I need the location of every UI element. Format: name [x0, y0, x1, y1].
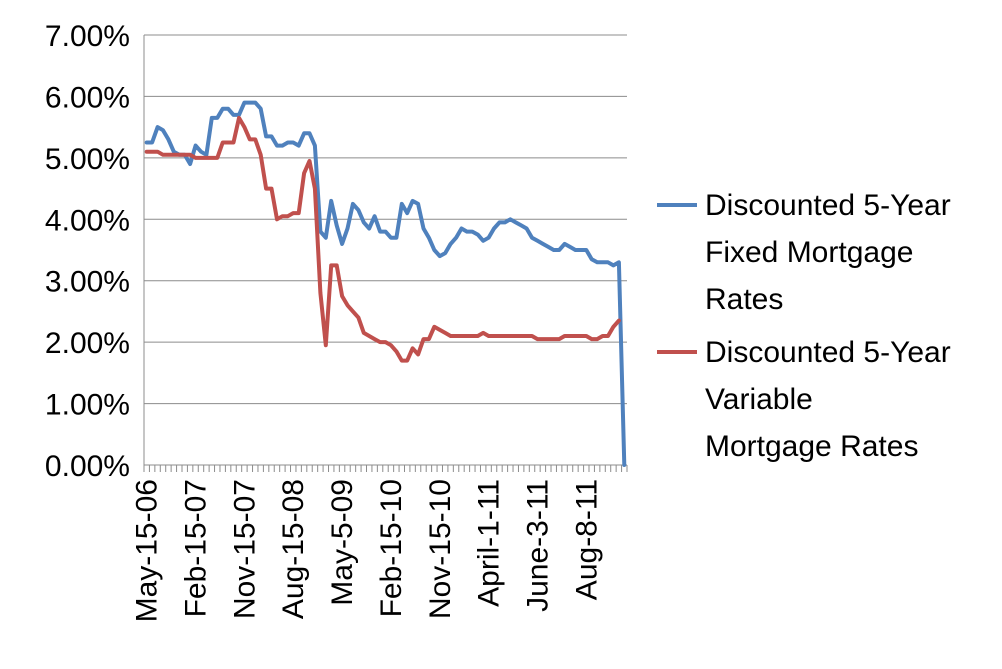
- gridlines: [144, 34, 627, 405]
- y-tick-label: 6.00%: [45, 81, 130, 114]
- y-tick-label: 1.00%: [45, 389, 130, 422]
- x-tick-label: Aug-8-11: [570, 479, 603, 600]
- series-lines: [144, 100, 627, 467]
- x-tick-label: Nov-15-07: [228, 479, 261, 619]
- x-tick-label: Feb-15-10: [375, 479, 408, 617]
- x-axis: May-15-06 Feb-15-07 Nov-15-07 Aug-15-08 May-…: [131, 35, 628, 622]
- x-tick-label: Nov-15-10: [424, 479, 457, 619]
- x-tick-label: Feb-15-07: [180, 479, 213, 617]
- legend: Discounted 5-Year Fixed Mortgage Rates Disc…: [657, 189, 951, 463]
- legend-label: Discounted 5-Year Fixed Mortgage Rates: [705, 189, 951, 316]
- series-line-fixed: [144, 100, 627, 467]
- legend-entry: Discounted 5-Year Variable Mortgage Rates: [657, 336, 951, 463]
- y-tick-label: 3.00%: [45, 266, 130, 299]
- y-tick-label: 4.00%: [45, 204, 130, 237]
- legend-label: Discounted 5-Year Variable Mortgage Rates: [705, 336, 951, 463]
- x-tick-label: May-5-09: [326, 479, 359, 606]
- y-tick-label: 7.00%: [45, 20, 130, 53]
- x-tick-label: May-15-06: [131, 479, 164, 622]
- legend-entry: Discounted 5-Year Fixed Mortgage Rates: [657, 189, 951, 316]
- y-axis-tick-labels: 0.00% 1.00% 2.00% 3.00% 4.00% 5.00% 6.00% 7.00%: [45, 20, 130, 483]
- x-tick-label: April-1-11: [473, 479, 506, 607]
- y-tick-label: 0.00%: [45, 450, 130, 483]
- x-tick-label: June-3-11: [521, 479, 554, 612]
- y-tick-label: 5.00%: [45, 143, 130, 176]
- x-tick-label: Aug-15-08: [277, 479, 310, 619]
- y-tick-label: 2.00%: [45, 327, 130, 360]
- series-line-variable: [144, 115, 621, 363]
